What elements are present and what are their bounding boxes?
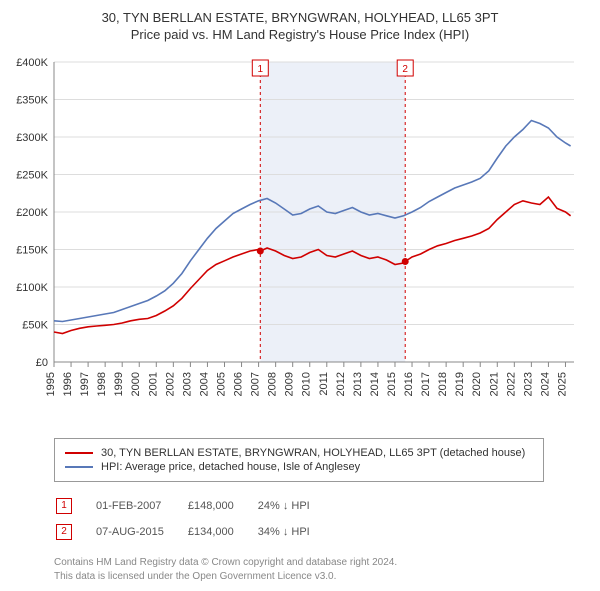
plot-svg: £0 £50K £100K £150K £200K £250K £300K £350K £400… [12, 50, 588, 430]
ytick-label: £300K [16, 132, 48, 144]
xtick-label: 2010 [301, 372, 313, 396]
xtick-label: 1996 [62, 372, 74, 396]
xtick-label: 2001 [147, 372, 159, 396]
event-delta: 24% ↓ HPI [258, 494, 332, 518]
legend-label: 30, TYN BERLLAN ESTATE, BRYNGWRAN, HOLYH… [101, 447, 525, 459]
event-date: 07-AUG-2015 [96, 520, 186, 544]
title-main: 30, TYN BERLLAN ESTATE, BRYNGWRAN, HOLYH… [12, 10, 588, 25]
legend-row: 30, TYN BERLLAN ESTATE, BRYNGWRAN, HOLYH… [65, 447, 533, 459]
table-row: 2 07-AUG-2015£134,00034% ↓ HPI [56, 520, 332, 544]
xtick-label: 2014 [369, 372, 381, 396]
table-row: 1 01-FEB-2007£148,00024% ↓ HPI [56, 494, 332, 518]
xtick-label: 1997 [79, 372, 91, 396]
xtick-label: 1998 [96, 372, 108, 396]
xtick-label: 2015 [386, 372, 398, 396]
xtick-label: 1995 [45, 372, 57, 396]
xtick-label: 2005 [215, 372, 227, 396]
xtick-label: 2019 [454, 372, 466, 396]
xtick-label: 2006 [233, 372, 245, 396]
xtick-label: 2025 [556, 372, 568, 396]
event-price: £148,000 [188, 494, 256, 518]
xtick-label: 2016 [403, 372, 415, 396]
xtick-label: 2011 [318, 372, 330, 396]
xtick-label: 2023 [522, 372, 534, 396]
xtick-label: 2004 [198, 372, 210, 396]
xtick-label: 2017 [420, 372, 432, 396]
xtick-label: 2000 [130, 372, 142, 396]
event-num: 1 [56, 494, 94, 518]
xtick-label: 2008 [267, 372, 279, 396]
ytick-label: £200K [16, 207, 48, 219]
event-badge-label: 1 [258, 64, 264, 75]
legend-label: HPI: Average price, detached house, Isle… [101, 461, 360, 473]
xtick-label: 2012 [335, 372, 347, 396]
footer-line-1: Contains HM Land Registry data © Crown c… [54, 556, 588, 570]
xtick-label: 2002 [164, 372, 176, 396]
event-num: 2 [56, 520, 94, 544]
event-date: 01-FEB-2007 [96, 494, 186, 518]
ytick-label: £50K [22, 320, 48, 332]
legend-swatch [65, 452, 93, 454]
footer-note: Contains HM Land Registry data © Crown c… [54, 556, 588, 583]
footer-line-2: This data is licensed under the Open Gov… [54, 570, 588, 584]
event-price: £134,000 [188, 520, 256, 544]
event-delta: 34% ↓ HPI [258, 520, 332, 544]
chart-titles: 30, TYN BERLLAN ESTATE, BRYNGWRAN, HOLYH… [12, 10, 588, 42]
xtick-label: 2022 [505, 372, 517, 396]
xtick-label: 2007 [250, 372, 262, 396]
xtick-label: 2020 [471, 372, 483, 396]
event-badge-cell: 2 [56, 524, 72, 540]
legend: 30, TYN BERLLAN ESTATE, BRYNGWRAN, HOLYH… [54, 438, 544, 482]
ytick-label: £400K [16, 57, 48, 69]
ytick-label: £150K [16, 245, 48, 257]
ytick-label: £250K [16, 170, 48, 182]
plot-area: £0 £50K £100K £150K £200K £250K £300K £350K £400… [12, 50, 588, 430]
legend-row: HPI: Average price, detached house, Isle… [65, 461, 533, 473]
xtick-label: 2013 [352, 372, 364, 396]
title-sub: Price paid vs. HM Land Registry's House … [12, 27, 588, 42]
ytick-label: £350K [16, 95, 48, 107]
event-badge-label: 2 [402, 64, 408, 75]
legend-swatch [65, 466, 93, 468]
event-marker [402, 258, 409, 265]
chart-container: 30, TYN BERLLAN ESTATE, BRYNGWRAN, HOLYH… [0, 0, 600, 591]
ytick-label: £0 [36, 357, 48, 369]
event-marker [257, 248, 264, 255]
xtick-label: 2009 [284, 372, 296, 396]
ytick-label: £100K [16, 282, 48, 294]
xtick-label: 2024 [539, 372, 551, 396]
xtick-label: 2003 [181, 372, 193, 396]
events-table: 1 01-FEB-2007£148,00024% ↓ HPI 2 07-AUG-201… [54, 492, 334, 546]
xtick-label: 2018 [437, 372, 449, 396]
xtick-label: 1999 [113, 372, 125, 396]
event-badge-cell: 1 [56, 498, 72, 514]
xtick-label: 2021 [488, 372, 500, 396]
